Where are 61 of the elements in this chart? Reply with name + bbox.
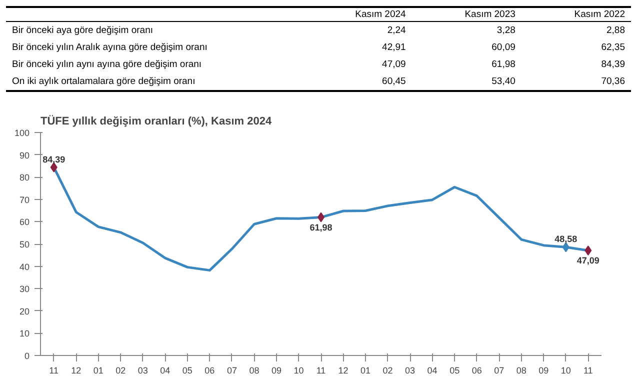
text: Bir önceki yılın aynı ayına göre değişim oranı — [11, 58, 203, 72]
y-tick-label: 70 — [19, 194, 30, 205]
data-label: 48,58 — [554, 234, 578, 244]
y-tick-label: 20 — [19, 306, 30, 316]
y-tick-label: 0 — [24, 351, 30, 361]
text: Kasım 2024 — [354, 8, 407, 22]
text: 60,45 — [381, 75, 407, 89]
point — [584, 245, 592, 256]
data-label: 47,09 — [576, 255, 600, 266]
y-tick-label: 30 — [19, 284, 30, 294]
text: Kasım 2022 — [573, 8, 626, 22]
x-tick-label: 01 — [360, 366, 371, 376]
x-tick-label: 09 — [538, 366, 549, 376]
data-label: 84,39 — [42, 154, 66, 164]
x-tick-label: 04 — [427, 366, 438, 376]
x-tick-label: 11 — [583, 366, 593, 376]
text: 61,98 — [490, 58, 516, 72]
text: 47,09 — [381, 58, 407, 72]
x-tick-label: 02 — [382, 366, 393, 376]
text: Bir önceki aya göre değişim oranı — [11, 24, 154, 38]
text: 53,40 — [490, 75, 516, 89]
y-tick-label: 100 — [14, 128, 30, 138]
text: Bir önceki yılın Aralık ayına göre değişim oranı — [11, 41, 208, 55]
x-tick-label: 08 — [516, 366, 526, 376]
x-tick-label: 11 — [49, 366, 59, 376]
text: Kasım 2023 — [464, 8, 516, 22]
y-tick-label: 50 — [19, 240, 30, 250]
x-tick-label: 06 — [472, 366, 482, 376]
y-tick-label: 60 — [19, 217, 30, 228]
x-tick-label: 07 — [226, 366, 237, 376]
x-tick-label: 08 — [249, 366, 260, 376]
y-tick-label: 80 — [19, 172, 30, 183]
x-tick-label: 09 — [271, 366, 282, 376]
text: On iki aylık ortalamalara göre değişim oranı — [11, 75, 196, 89]
x-tick-label: 10 — [294, 366, 304, 376]
text: 42,91 — [381, 41, 407, 55]
text: 70,36 — [600, 75, 626, 89]
x-tick-label: 07 — [494, 366, 504, 376]
text: 3,28 — [496, 24, 516, 38]
x-tick-label: 05 — [450, 366, 460, 376]
x-tick-label: 06 — [204, 366, 215, 376]
text: 84,39 — [600, 58, 626, 72]
text: 2,24 — [386, 24, 407, 38]
y-tick-label: 40 — [19, 262, 30, 272]
y-tick-label: 10 — [19, 328, 30, 339]
y-tick-label: 90 — [19, 150, 30, 160]
x-tick-label: 04 — [160, 366, 170, 376]
text: 62,35 — [600, 41, 626, 55]
x-tick-label: 02 — [116, 366, 126, 376]
x-tick-label: 12 — [71, 366, 82, 376]
x-tick-label: 12 — [338, 366, 348, 376]
x-tick-label: 10 — [560, 366, 571, 376]
text: 2,88 — [606, 24, 626, 38]
x-tick-label: 03 — [138, 366, 148, 376]
x-tick-label: 01 — [93, 366, 104, 376]
data-label: 61,98 — [310, 222, 332, 232]
chart-title: TÜFE yıllık değişim oranları (%), Kasım 2024 — [40, 114, 272, 128]
text: 60,09 — [490, 41, 516, 55]
x-tick-label: 03 — [405, 366, 416, 376]
x-tick-label: 11 — [316, 366, 326, 376]
x-tick-label: 05 — [182, 366, 192, 376]
